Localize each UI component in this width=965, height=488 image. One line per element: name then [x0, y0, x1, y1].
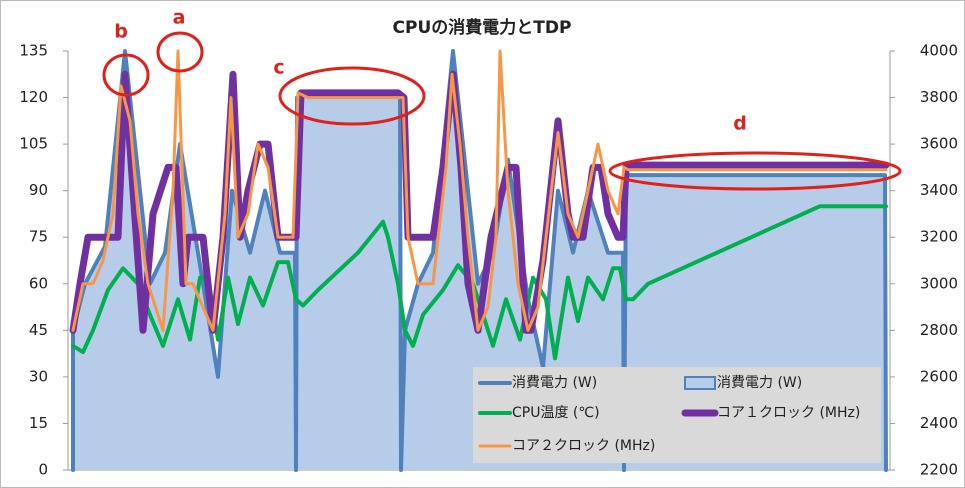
legend-box — [473, 367, 881, 463]
y-tick-label: 120 — [19, 88, 48, 106]
y2-tick-label: 3200 — [920, 228, 958, 246]
annotation: a — [173, 7, 186, 29]
chart-title: CPUの消費電力とTDP — [393, 17, 572, 38]
y-tick-label: 135 — [19, 42, 48, 60]
annotation: b — [114, 21, 128, 43]
y-tick-label: 105 — [19, 135, 48, 153]
annotations: a b c d — [102, 7, 902, 191]
annotation-ellipse — [156, 31, 204, 73]
annotation-ellipse — [278, 66, 426, 126]
line — [71, 204, 888, 361]
legend-label: 消費電力 (W) — [717, 375, 802, 391]
y2-tick-label: 3400 — [920, 181, 958, 199]
y-tick-label: 60 — [29, 274, 48, 292]
y-tick-label: 75 — [29, 228, 48, 246]
y-tick-label: 30 — [29, 367, 48, 385]
legend: 消費電力 (W) 消費電力 (W) CPU温度 (℃) コア１クロック (MHz) コア… — [473, 367, 881, 463]
legend-label: CPU温度 (℃) — [512, 405, 600, 421]
line — [71, 49, 888, 332]
y-tick-label: 90 — [29, 181, 48, 199]
line — [69, 70, 890, 334]
annotation: c — [273, 57, 284, 79]
legend-label: 消費電力 (W) — [512, 375, 597, 391]
y2-tick-label: 4000 — [920, 42, 958, 60]
legend-label: コア２クロック (MHz) — [512, 438, 655, 454]
legend-label: コア１クロック (MHz) — [717, 405, 860, 421]
y-tick-label: 15 — [29, 414, 48, 432]
y2-tick-label: 2600 — [920, 367, 958, 385]
y2-tick-label: 3600 — [920, 135, 958, 153]
plot-area: 0 15 30 45 60 75 90 105 120 135 2200 2400 2600 2800 30… — [19, 42, 958, 479]
y2-tick-label: 2800 — [920, 321, 958, 339]
annotation-ellipse — [102, 53, 150, 97]
y-tick-label: 0 — [38, 461, 48, 479]
area — [73, 51, 886, 470]
y2-tick-label: 2200 — [920, 461, 958, 479]
y-tick-label: 45 — [29, 321, 48, 339]
legend-swatch — [684, 376, 716, 390]
y2-tick-label: 3000 — [920, 274, 958, 292]
y2-tick-label: 3800 — [920, 88, 958, 106]
annotation: d — [733, 113, 747, 135]
y2-tick-label: 2400 — [920, 414, 958, 432]
annotation-ellipse — [608, 151, 902, 191]
